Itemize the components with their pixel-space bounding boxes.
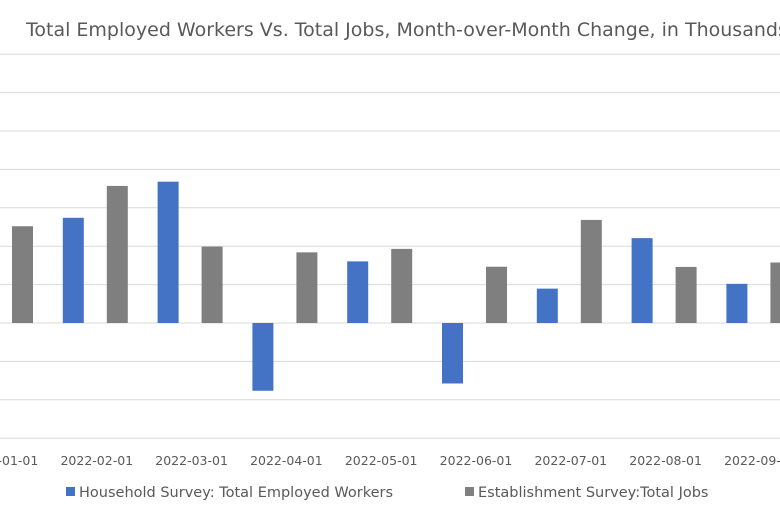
- bar-establishment-2022-05-01: [391, 248, 413, 323]
- bar-establishment-2022-08-01: [675, 266, 697, 323]
- bar-establishment-2022-07-01: [580, 219, 602, 323]
- x-tick-label: 2022-09-01: [724, 453, 780, 468]
- bar-establishment-2022-09-01: [770, 262, 780, 323]
- bar-household-2022-09-01: [726, 283, 748, 323]
- bar-household-2022-08-01: [631, 238, 653, 323]
- x-tick-label: 2022-04-01: [250, 453, 323, 468]
- legend-label: Establishment Survey:Total Jobs: [478, 485, 708, 501]
- legend: Household Survey: Total Employed Workers…: [66, 485, 708, 501]
- x-tick-label: 2022-06-01: [440, 453, 513, 468]
- x-tick-label: 2022-01-01: [0, 453, 38, 468]
- bar-establishment-2022-06-01: [486, 266, 507, 323]
- legend-swatch: [66, 487, 75, 496]
- bar-household-2022-04-01: [252, 323, 274, 391]
- bar-household-2022-07-01: [536, 288, 558, 323]
- bar-household-2022-03-01: [157, 181, 179, 323]
- bar-establishment-2022-04-01: [296, 252, 318, 323]
- bars: [12, 181, 780, 391]
- x-tick-labels: 2022-01-01 2022-02-01 2022-03-01 2022-04-01…: [0, 453, 780, 468]
- bar-establishment-2022-01-01: [12, 226, 33, 323]
- legend-swatch: [465, 487, 474, 496]
- bar-household-2022-05-01: [347, 261, 369, 323]
- x-tick-label: 2022-07-01: [534, 453, 607, 468]
- chart-title: Total Employed Workers Vs. Total Jobs, M…: [25, 19, 780, 41]
- legend-label: Household Survey: Total Employed Workers: [79, 485, 393, 501]
- bar-household-2022-02-01: [62, 217, 84, 323]
- gridlines: [0, 53, 780, 439]
- bar-establishment-2022-02-01: [106, 185, 128, 323]
- x-tick-label: 2022-02-01: [60, 453, 133, 468]
- x-tick-label: 2022-08-01: [629, 453, 702, 468]
- x-tick-label: 2022-05-01: [345, 453, 418, 468]
- bar-household-2022-06-01: [442, 323, 463, 384]
- x-tick-label: 2022-03-01: [155, 453, 228, 468]
- bar-establishment-2022-03-01: [201, 246, 223, 323]
